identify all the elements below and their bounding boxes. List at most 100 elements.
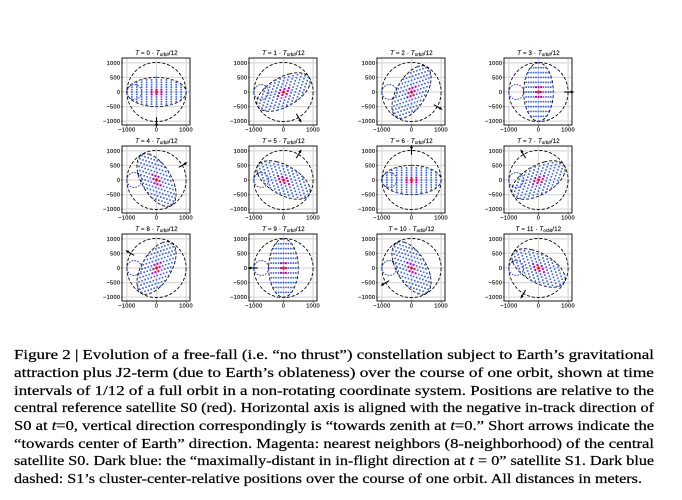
svg-text:0: 0 (410, 128, 413, 134)
svg-text:1000: 1000 (434, 128, 448, 134)
svg-text:500: 500 (110, 251, 120, 257)
svg-text:T = 6 · Torbit/12: T = 6 · Torbit/12 (390, 139, 433, 145)
svg-text:500: 500 (492, 251, 502, 257)
svg-text:−500: −500 (233, 281, 247, 287)
svg-text:T = 10 · Torbit/12: T = 10 · Torbit/12 (388, 227, 435, 233)
svg-text:0: 0 (410, 216, 413, 222)
svg-text:−1000: −1000 (103, 207, 120, 213)
svg-text:T = 2 · Torbit/12: T = 2 · Torbit/12 (390, 51, 433, 57)
svg-text:0: 0 (537, 304, 540, 310)
svg-text:−1000: −1000 (118, 128, 135, 134)
svg-text:−1000: −1000 (245, 216, 262, 222)
svg-text:500: 500 (365, 163, 375, 169)
svg-text:−1000: −1000 (485, 119, 502, 125)
svg-text:−1000: −1000 (103, 295, 120, 301)
svg-text:−500: −500 (488, 105, 502, 111)
svg-text:−500: −500 (361, 281, 375, 287)
svg-text:−1000: −1000 (118, 216, 135, 222)
svg-text:1000: 1000 (362, 61, 376, 67)
svg-text:1000: 1000 (489, 61, 503, 67)
svg-text:1000: 1000 (434, 216, 448, 222)
svg-text:−1000: −1000 (373, 128, 390, 134)
svg-text:0: 0 (372, 178, 375, 184)
svg-text:−1000: −1000 (245, 304, 262, 310)
svg-text:T = 8 · Torbit/12: T = 8 · Torbit/12 (135, 227, 178, 233)
svg-text:−500: −500 (488, 281, 502, 287)
svg-text:0: 0 (372, 266, 375, 272)
svg-text:0: 0 (282, 128, 285, 134)
svg-text:1000: 1000 (179, 128, 193, 134)
svg-text:0: 0 (537, 216, 540, 222)
svg-text:−1000: −1000 (485, 207, 502, 213)
svg-text:0: 0 (244, 266, 247, 272)
svg-text:−1000: −1000 (245, 128, 262, 134)
svg-text:1000: 1000 (434, 304, 448, 310)
svg-text:−500: −500 (361, 193, 375, 199)
svg-text:−500: −500 (106, 281, 120, 287)
svg-text:1000: 1000 (561, 216, 575, 222)
svg-text:−1000: −1000 (230, 295, 247, 301)
svg-text:0: 0 (244, 178, 247, 184)
svg-text:0: 0 (155, 304, 158, 310)
svg-text:1000: 1000 (234, 237, 248, 243)
svg-text:0: 0 (499, 266, 502, 272)
svg-text:−1000: −1000 (373, 304, 390, 310)
svg-text:−1000: −1000 (358, 207, 375, 213)
svg-text:1000: 1000 (179, 216, 193, 222)
svg-text:−500: −500 (233, 193, 247, 199)
svg-text:−1000: −1000 (358, 295, 375, 301)
svg-text:−1000: −1000 (485, 295, 502, 301)
svg-text:500: 500 (492, 75, 502, 81)
svg-text:1000: 1000 (234, 61, 248, 67)
svg-text:T = 11 · Torbit/12: T = 11 · Torbit/12 (516, 227, 562, 233)
svg-text:−1000: −1000 (500, 216, 517, 222)
svg-text:0: 0 (244, 90, 247, 96)
svg-text:−500: −500 (488, 193, 502, 199)
svg-text:T = 5 · Torbit/12: T = 5 · Torbit/12 (262, 139, 305, 145)
svg-text:0: 0 (372, 90, 375, 96)
svg-text:T = 1 · Torbit/12: T = 1 · Torbit/12 (262, 51, 305, 57)
svg-text:0: 0 (117, 266, 120, 272)
svg-text:T = 4 · Torbit/12: T = 4 · Torbit/12 (135, 139, 178, 145)
svg-text:500: 500 (110, 75, 120, 81)
svg-text:1000: 1000 (306, 304, 320, 310)
svg-text:1000: 1000 (489, 149, 503, 155)
svg-text:−1000: −1000 (103, 119, 120, 125)
svg-text:1000: 1000 (306, 216, 320, 222)
svg-text:500: 500 (110, 163, 120, 169)
svg-text:1000: 1000 (107, 61, 121, 67)
svg-text:−1000: −1000 (358, 119, 375, 125)
svg-text:1000: 1000 (234, 149, 248, 155)
svg-text:0: 0 (117, 178, 120, 184)
svg-text:0: 0 (499, 178, 502, 184)
svg-text:500: 500 (237, 163, 247, 169)
svg-text:500: 500 (237, 75, 247, 81)
svg-text:1000: 1000 (362, 149, 376, 155)
svg-text:1000: 1000 (107, 237, 121, 243)
svg-text:−1000: −1000 (118, 304, 135, 310)
svg-text:−1000: −1000 (500, 128, 517, 134)
svg-text:1000: 1000 (179, 304, 193, 310)
svg-text:T = 3 · Torbit/12: T = 3 · Torbit/12 (517, 51, 560, 57)
svg-text:0: 0 (155, 128, 158, 134)
svg-text:−500: −500 (106, 105, 120, 111)
svg-text:−500: −500 (361, 105, 375, 111)
svg-text:1000: 1000 (561, 128, 575, 134)
svg-text:500: 500 (237, 251, 247, 257)
svg-text:1000: 1000 (362, 237, 376, 243)
svg-text:1000: 1000 (489, 237, 503, 243)
svg-text:0: 0 (282, 304, 285, 310)
svg-text:−1000: −1000 (230, 207, 247, 213)
svg-text:500: 500 (365, 75, 375, 81)
svg-text:0: 0 (155, 216, 158, 222)
svg-text:1000: 1000 (561, 304, 575, 310)
svg-text:T = 0 · Torbit/12: T = 0 · Torbit/12 (135, 51, 178, 57)
svg-text:−500: −500 (106, 193, 120, 199)
svg-text:500: 500 (365, 251, 375, 257)
svg-text:−1000: −1000 (230, 119, 247, 125)
svg-text:0: 0 (410, 304, 413, 310)
svg-text:−500: −500 (233, 105, 247, 111)
svg-text:0: 0 (499, 90, 502, 96)
svg-text:T = 7 · Torbit/12: T = 7 · Torbit/12 (517, 139, 560, 145)
svg-text:T = 9 · Torbit/12: T = 9 · Torbit/12 (262, 227, 305, 233)
